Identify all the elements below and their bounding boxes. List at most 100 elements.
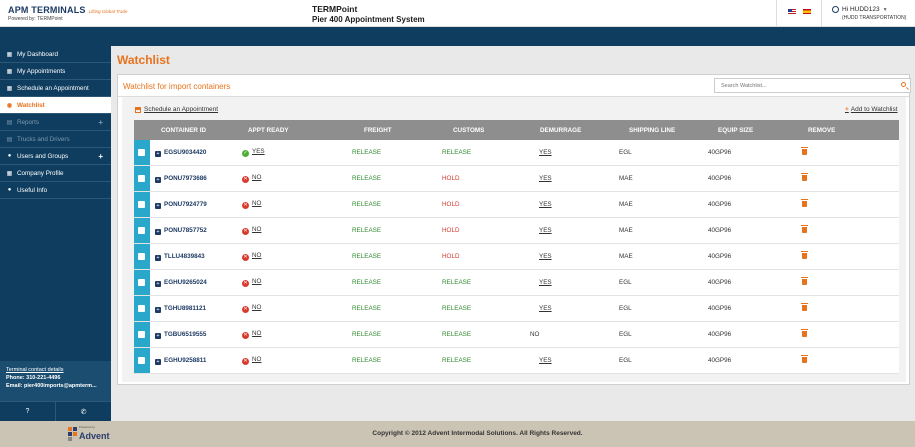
demurrage-value[interactable]: YES: [539, 175, 552, 182]
col-freight[interactable]: FREIGHT: [364, 126, 392, 134]
expand-plus-icon[interactable]: +: [98, 151, 103, 161]
row-checkbox[interactable]: [138, 227, 145, 234]
demurrage-value[interactable]: YES: [539, 149, 552, 156]
container-id-cell[interactable]: + EGSU9034420: [155, 149, 206, 157]
sidebar-item-appointments[interactable]: ▦ My Appointments: [0, 63, 111, 80]
row-checkbox-cell: [134, 244, 150, 269]
remove-button[interactable]: [801, 276, 808, 287]
appt-ready-value[interactable]: NO: [252, 304, 262, 311]
container-id[interactable]: PONU7924779: [164, 200, 207, 208]
remove-button[interactable]: [801, 250, 808, 261]
col-customs[interactable]: CUSTOMS: [453, 126, 485, 134]
container-id-cell[interactable]: + EGHU9265024: [155, 279, 207, 287]
row-checkbox[interactable]: [138, 305, 145, 312]
appt-ready-value[interactable]: NO: [252, 252, 262, 259]
row-checkbox[interactable]: [138, 253, 145, 260]
x-circle-icon: ✕: [242, 228, 249, 235]
phone-icon[interactable]: ✆: [80, 408, 87, 416]
row-checkbox[interactable]: [138, 149, 145, 156]
appt-ready-value[interactable]: NO: [252, 278, 262, 285]
calendar-plus-icon: ▦: [6, 85, 13, 92]
container-id[interactable]: PONU7857752: [164, 226, 207, 234]
container-id[interactable]: PONU7973686: [164, 174, 207, 182]
container-id-cell[interactable]: + PONU7924779: [155, 201, 207, 209]
expand-plus-icon[interactable]: +: [155, 358, 161, 365]
sidebar-item-watchlist[interactable]: ◉ Watchlist: [0, 97, 111, 114]
container-id[interactable]: TLLU4839843: [164, 252, 205, 260]
remove-button[interactable]: [801, 354, 808, 365]
help-icon[interactable]: ?: [0, 402, 56, 421]
remove-button[interactable]: [801, 224, 808, 235]
schedule-appointment-link[interactable]: Schedule an Appointment: [135, 106, 218, 113]
email-label: Email:: [6, 383, 23, 389]
sidebar-item-info[interactable]: ● Useful Info: [0, 182, 111, 199]
add-to-watchlist-link[interactable]: + Add to Watchlist: [845, 106, 898, 113]
us-flag-icon[interactable]: [788, 9, 796, 14]
demurrage-value[interactable]: YES: [539, 201, 552, 208]
freight-status: RELEASE: [352, 357, 382, 364]
expand-plus-icon[interactable]: +: [155, 332, 161, 339]
search-input[interactable]: [715, 79, 895, 92]
remove-button[interactable]: [801, 198, 808, 209]
col-equip-size[interactable]: EQUIP SIZE: [718, 126, 754, 134]
appt-ready-value[interactable]: NO: [252, 330, 262, 337]
container-id-cell[interactable]: + TGHU8981121: [155, 305, 206, 313]
sidebar-item-dashboard[interactable]: ▦ My Dashboard: [0, 46, 111, 63]
demurrage-value[interactable]: YES: [539, 227, 552, 234]
demurrage-value[interactable]: YES: [539, 253, 552, 260]
container-id-cell[interactable]: + EGHU9258811: [155, 357, 206, 365]
remove-button[interactable]: [801, 302, 808, 313]
equip-size: 40GP96: [708, 227, 732, 234]
container-id[interactable]: TGBU6519555: [164, 330, 207, 338]
expand-plus-icon[interactable]: +: [155, 280, 161, 287]
row-checkbox[interactable]: [138, 175, 145, 182]
demurrage-value[interactable]: YES: [539, 357, 552, 364]
row-checkbox[interactable]: [138, 201, 145, 208]
container-id-cell[interactable]: + TLLU4839843: [155, 253, 205, 261]
appt-ready-value[interactable]: NO: [252, 226, 262, 233]
apm-logo[interactable]: APM TERMINALS Lifting Global Trade Powere…: [8, 5, 128, 22]
expand-plus-icon[interactable]: +: [155, 202, 161, 209]
col-shipping-line[interactable]: SHIPPING LINE: [629, 126, 676, 134]
remove-button[interactable]: [801, 328, 808, 339]
expand-plus-icon[interactable]: +: [155, 254, 161, 261]
expand-plus-icon[interactable]: +: [155, 150, 161, 157]
spain-flag-icon[interactable]: [803, 9, 811, 14]
row-checkbox[interactable]: [138, 331, 145, 338]
container-id[interactable]: EGSU9034420: [164, 148, 207, 156]
col-demurrage[interactable]: DEMURRAGE: [540, 126, 582, 134]
col-remove[interactable]: REMOVE: [808, 126, 836, 134]
sidebar-item-reports[interactable]: ▤ Reports +: [0, 114, 111, 131]
container-id[interactable]: EGHU9265024: [164, 278, 207, 286]
search-icon[interactable]: [901, 82, 906, 87]
expand-plus-icon[interactable]: +: [155, 176, 161, 183]
expand-plus-icon[interactable]: +: [155, 306, 161, 313]
appt-ready-value[interactable]: NO: [252, 200, 262, 207]
container-id-cell[interactable]: + TGBU6519555: [155, 331, 206, 339]
expand-plus-icon[interactable]: +: [98, 117, 103, 127]
col-appt-ready[interactable]: APPT READY: [248, 126, 289, 134]
remove-button[interactable]: [801, 172, 808, 183]
container-id-cell[interactable]: + PONU7973686: [155, 175, 207, 183]
expand-plus-icon[interactable]: +: [155, 228, 161, 235]
row-checkbox[interactable]: [138, 279, 145, 286]
sidebar-item-trucks[interactable]: ▤ Trucks and Drivers: [0, 131, 111, 148]
remove-button[interactable]: [801, 146, 808, 157]
email-value[interactable]: pier400imports@apmterm...: [24, 383, 97, 389]
sidebar-item-schedule[interactable]: ▦ Schedule an Appointment: [0, 80, 111, 97]
row-checkbox[interactable]: [138, 357, 145, 364]
container-id[interactable]: EGHU9258811: [164, 356, 207, 364]
contact-title[interactable]: Terminal contact details: [6, 367, 64, 373]
appt-ready-value[interactable]: NO: [252, 174, 262, 181]
demurrage-value[interactable]: YES: [539, 305, 552, 312]
appt-ready-value[interactable]: YES: [252, 148, 265, 155]
col-container-id[interactable]: CONTAINER ID: [161, 126, 207, 134]
appt-ready-value[interactable]: NO: [252, 356, 262, 363]
page-footer: Powered by Advent Copyright © 2012 Adven…: [0, 421, 915, 447]
sidebar-item-company[interactable]: ▦ Company Profile: [0, 165, 111, 182]
container-id-cell[interactable]: + PONU7857752: [155, 227, 207, 235]
sidebar-item-users[interactable]: ● Users and Groups +: [0, 148, 111, 165]
user-menu[interactable]: Hi HUDD123 ▼ (HUDD TRANSPORTATION): [832, 6, 906, 21]
demurrage-value[interactable]: YES: [539, 279, 552, 286]
container-id[interactable]: TGHU8981121: [164, 304, 207, 312]
